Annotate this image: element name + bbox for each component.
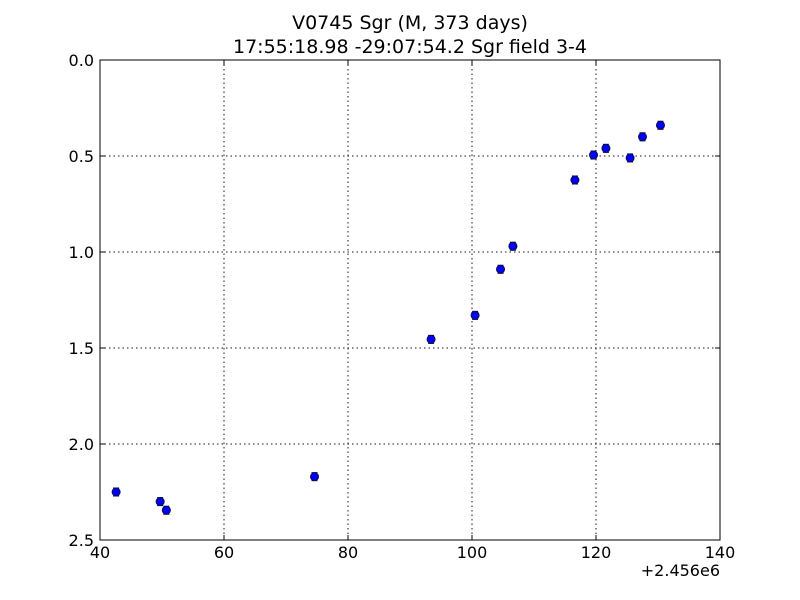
chart-title: V0745 Sgr (M, 373 days) <box>292 12 528 34</box>
y-tick-label: 2.0 <box>69 435 94 454</box>
x-tick-label: 120 <box>581 543 612 562</box>
y-tick-label: 0.5 <box>69 147 94 166</box>
data-point <box>470 310 480 320</box>
chart-subtitle: 17:55:18.98 -29:07:54.2 Sgr field 3-4 <box>233 36 587 58</box>
data-point <box>655 120 665 130</box>
data-point <box>601 143 611 153</box>
data-point <box>161 505 171 515</box>
y-tick-label: 1.0 <box>69 243 94 262</box>
data-point <box>310 472 320 482</box>
data-point <box>570 175 580 185</box>
y-tick-label: 2.5 <box>69 531 94 550</box>
data-point <box>426 334 436 344</box>
data-point <box>625 153 635 163</box>
ticks: 40 60 80 100 120 140 0.0 0.5 1.0 1.5 2.0 2.5 <box>69 51 736 562</box>
data-point <box>508 241 518 251</box>
y-tick-label: 0.0 <box>69 51 94 70</box>
data-point <box>111 487 121 497</box>
grid <box>100 60 720 540</box>
y-tick-label: 1.5 <box>69 339 94 358</box>
data-point <box>589 150 599 160</box>
data-point <box>155 497 165 507</box>
x-tick-label: 40 <box>90 543 110 562</box>
data-points <box>111 120 665 515</box>
x-tick-label: 140 <box>705 543 736 562</box>
x-offset-label: +2.456e6 <box>641 561 720 580</box>
x-tick-label: 80 <box>338 543 358 562</box>
plot-frame <box>99 59 721 541</box>
x-tick-label: 100 <box>457 543 488 562</box>
data-point <box>638 132 647 142</box>
x-tick-label: 60 <box>214 543 234 562</box>
data-point <box>496 264 506 274</box>
